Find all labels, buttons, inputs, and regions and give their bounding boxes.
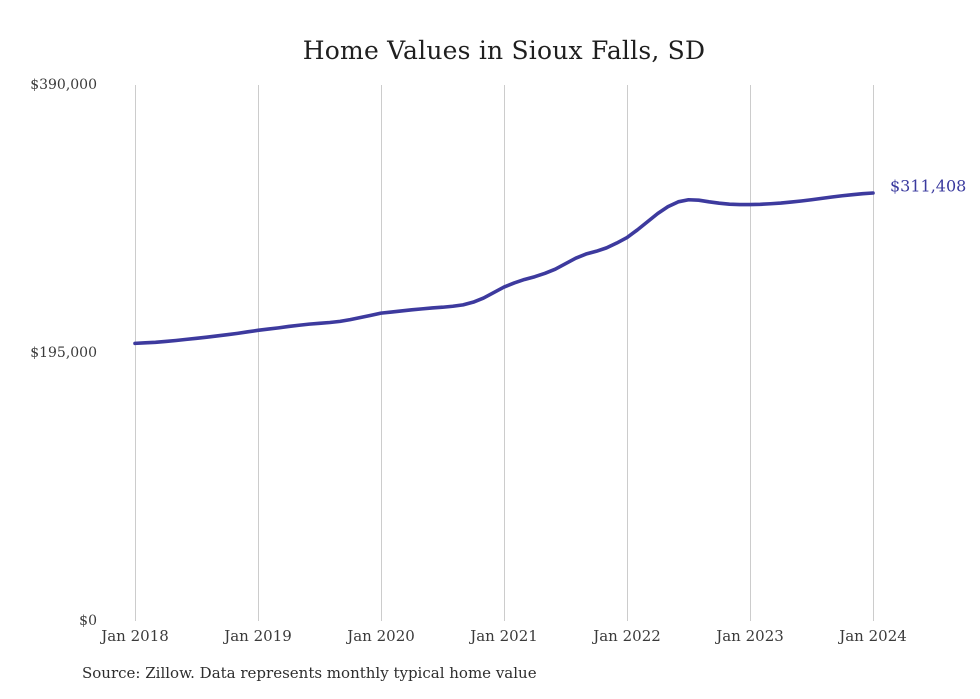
value-line-path bbox=[133, 191, 875, 346]
source-note: Source: Zillow. Data represents monthly … bbox=[82, 664, 537, 682]
x-axis-tick-label: Jan 2018 bbox=[101, 627, 169, 645]
vertical-gridline bbox=[627, 85, 628, 621]
y-axis-tick-label: $390,000 bbox=[30, 77, 97, 93]
vertical-gridline bbox=[381, 85, 382, 621]
y-axis-tick-label: $0 bbox=[79, 613, 97, 629]
chart-title: Home Values in Sioux Falls, SD bbox=[302, 36, 706, 65]
end-value-label: $311,408 bbox=[890, 176, 967, 196]
x-axis-tick-label: Jan 2020 bbox=[347, 627, 415, 645]
x-axis-tick-label: Jan 2023 bbox=[716, 627, 784, 645]
y-axis-tick-label: $195,000 bbox=[30, 345, 97, 361]
vertical-gridline bbox=[873, 85, 874, 621]
x-axis-tick-label: Jan 2024 bbox=[839, 627, 907, 645]
x-axis-tick-label: Jan 2019 bbox=[224, 627, 292, 645]
vertical-gridline bbox=[504, 85, 505, 621]
vertical-gridline bbox=[258, 85, 259, 621]
x-axis-tick-label: Jan 2021 bbox=[470, 627, 538, 645]
x-axis-tick-label: Jan 2022 bbox=[593, 627, 661, 645]
vertical-gridline bbox=[750, 85, 751, 621]
vertical-gridline bbox=[135, 85, 136, 621]
